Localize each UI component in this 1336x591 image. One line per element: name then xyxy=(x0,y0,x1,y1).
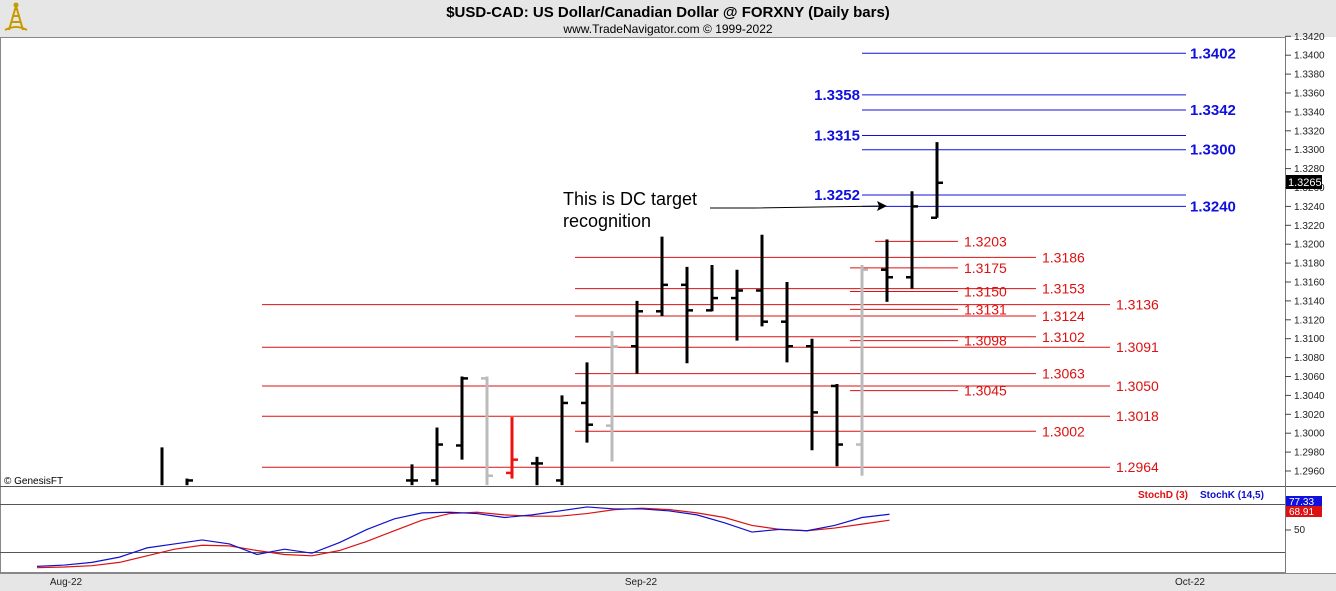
target-level-label: 1.3300 xyxy=(1190,142,1236,159)
levels-layer: 1.3402 1.3358 1.3342 1.3315 1.3300 1.3252 1.32… xyxy=(262,45,1236,475)
x-tick-sep: Sep-22 xyxy=(625,577,658,588)
watermark: © GenesisFT xyxy=(4,476,63,487)
support-level-label: 1.3124 xyxy=(1042,308,1085,324)
annotation-arrow-line xyxy=(710,205,885,209)
y-tick-label: 1.3380 xyxy=(1294,70,1325,81)
support-level-label: 1.3050 xyxy=(1116,378,1159,394)
stoch-k-value-box xyxy=(1286,496,1322,507)
y-tick-label: 1.3060 xyxy=(1294,372,1325,383)
chart-title: $USD-CAD: US Dollar/Canadian Dollar @ FO… xyxy=(446,4,890,21)
target-level-label: 1.3252 xyxy=(814,187,860,204)
signal-tower-logo-icon xyxy=(4,2,28,31)
support-level-label: 1.3091 xyxy=(1116,339,1159,355)
support-level-label: 1.3175 xyxy=(964,260,1007,276)
support-level-label: 1.3002 xyxy=(1042,423,1085,439)
y-tick-label: 1.3360 xyxy=(1294,89,1325,100)
bars-layer xyxy=(160,142,943,486)
x-axis-bar xyxy=(0,574,1336,591)
support-level-label: 1.3045 xyxy=(964,383,1007,399)
support-level-label: 1.3150 xyxy=(964,283,1007,299)
y-tick-label: 1.3320 xyxy=(1294,126,1325,137)
y-tick-label: 1.3120 xyxy=(1294,315,1325,326)
support-level-label: 1.3063 xyxy=(1042,366,1085,382)
y-tick-label: 1.3200 xyxy=(1294,240,1325,251)
y-tick-label: 1.3220 xyxy=(1294,221,1325,232)
y-tick-label: 1.3100 xyxy=(1294,334,1325,345)
support-level-label: 1.3153 xyxy=(1042,281,1085,297)
target-level-label: 1.3358 xyxy=(814,87,860,104)
y-tick-label: 1.3140 xyxy=(1294,296,1325,307)
support-level-label: 1.3018 xyxy=(1116,408,1159,424)
stoch-tick-label: 50 xyxy=(1294,525,1306,536)
support-level-label: 1.3186 xyxy=(1042,249,1085,265)
y-tick-label: 1.3000 xyxy=(1294,429,1325,440)
target-level-label: 1.3240 xyxy=(1190,198,1236,215)
target-level-label: 1.3315 xyxy=(814,128,860,145)
y-tick-label: 1.3420 xyxy=(1294,32,1325,43)
x-tick-oct: Oct-22 xyxy=(1175,577,1205,588)
y-tick-label: 1.3340 xyxy=(1294,107,1325,118)
y-tick-label: 1.3080 xyxy=(1294,353,1325,364)
annotation-line-1: This is DC target xyxy=(563,189,697,209)
annotation-arrow-head xyxy=(877,201,887,211)
stoch-d-value-box xyxy=(1286,506,1322,517)
header-bar xyxy=(0,0,1336,37)
y-tick-label: 1.3280 xyxy=(1294,164,1325,175)
stoch-k-line xyxy=(36,506,890,567)
support-level-label: 1.3131 xyxy=(964,301,1007,317)
support-level-label: 1.3102 xyxy=(1042,329,1085,345)
stoch-d-line xyxy=(36,507,890,569)
y-tick-label: 1.2980 xyxy=(1294,448,1325,459)
support-level-label: 1.3136 xyxy=(1116,297,1159,313)
stoch-k-legend: StochK (14,5) xyxy=(1200,490,1264,501)
target-level-label: 1.3402 xyxy=(1190,45,1236,62)
x-tick-aug: Aug-22 xyxy=(50,577,83,588)
y-tick-label: 1.3240 xyxy=(1294,202,1325,213)
last-price-marker xyxy=(1286,175,1322,189)
y-tick-label: 1.2960 xyxy=(1294,467,1325,478)
stoch-d-value: 68.91 xyxy=(1289,507,1314,518)
chart-subtitle: www.TradeNavigator.com © 1999-2022 xyxy=(562,22,772,36)
stoch-k-value: 77.33 xyxy=(1289,497,1314,508)
target-level-label: 1.3342 xyxy=(1190,102,1236,119)
stoch-d-legend: StochD (3) xyxy=(1138,490,1188,501)
y-tick-label: 1.3040 xyxy=(1294,391,1325,402)
support-level-label: 1.3098 xyxy=(964,333,1007,349)
last-price-label: 1.3265 xyxy=(1288,177,1322,189)
y-tick-label: 1.3180 xyxy=(1294,259,1325,270)
support-level-label: 1.3203 xyxy=(964,233,1007,249)
price-axis: 1.2960 1.2980 1.3000 1.3020 1.3040 1.3060 1.30… xyxy=(1285,32,1325,478)
y-tick-label: 1.3300 xyxy=(1294,145,1325,156)
support-level-label: 1.2964 xyxy=(1116,459,1159,475)
annotation-line-2: recognition xyxy=(563,211,651,231)
y-tick-label: 1.3400 xyxy=(1294,51,1325,62)
y-tick-label: 1.3020 xyxy=(1294,410,1325,421)
y-tick-label: 1.3160 xyxy=(1294,278,1325,289)
